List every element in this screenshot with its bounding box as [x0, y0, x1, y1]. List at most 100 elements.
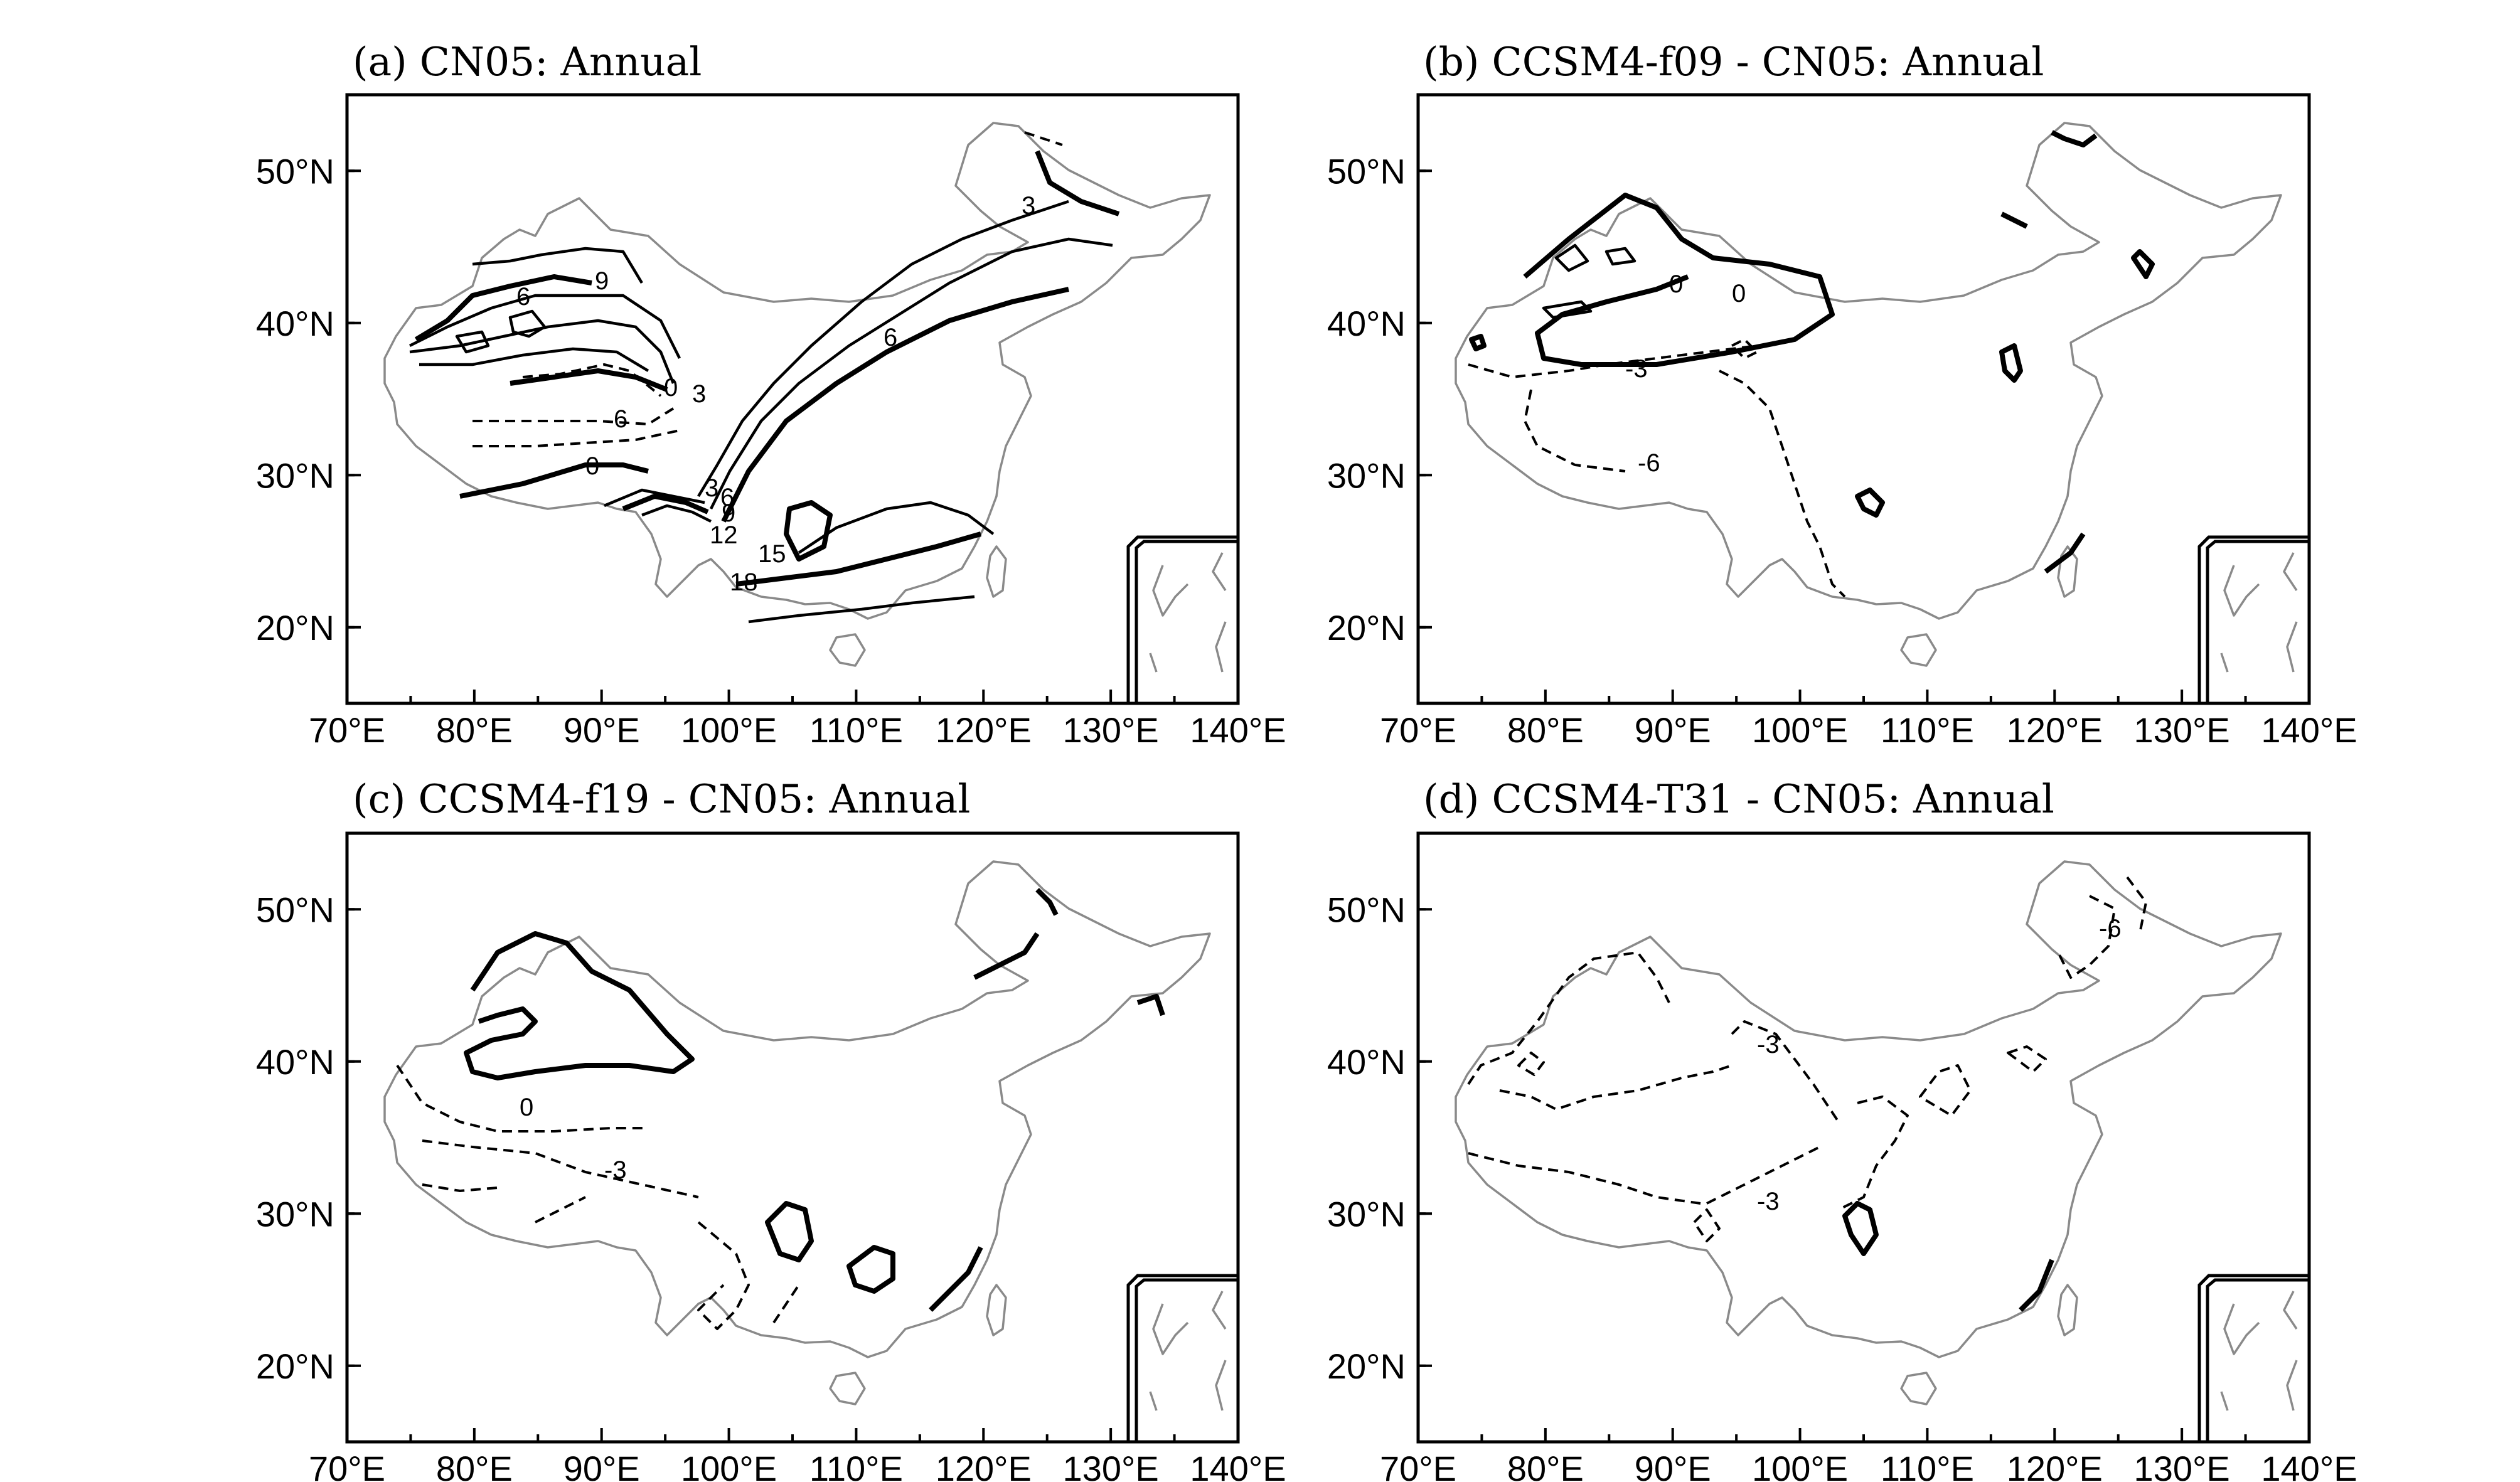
panel-d-axis: 70°E 80°E 90°E 100°E 110°E 120°E 130°E 140°E 20°… [1327, 890, 2357, 1482]
lat-tick-label: 30°N [1327, 456, 1406, 495]
panel-b-contours [1468, 130, 2155, 598]
lon-tick-label: 80°E [1507, 710, 1584, 750]
lat-tick-label: 20°N [1327, 608, 1406, 648]
panel-d-clabel: -3 [1757, 1031, 1780, 1058]
lon-tick-label: 120°E [2007, 710, 2103, 750]
panel-a-clabel: 9 [722, 499, 735, 527]
panel-a-china-border [383, 122, 1211, 620]
lon-tick-label: 70°E [1380, 710, 1456, 750]
panel-c-clabel: 0 [520, 1094, 533, 1121]
lon-tick-label: 130°E [2134, 1449, 2230, 1482]
lon-tick-label: 120°E [936, 710, 1032, 750]
panel-c-axis: 70°E 80°E 90°E 100°E 110°E 120°E 130°E 140°E 20°… [256, 890, 1286, 1482]
lat-tick-label: 30°N [1327, 1194, 1406, 1234]
lon-tick-label: 140°E [1190, 1449, 1286, 1482]
panel-a-clabel: 6 [516, 283, 530, 311]
panel-b-clabel: -6 [1638, 449, 1660, 477]
lon-tick-label: 110°E [1881, 710, 1974, 750]
lat-tick-label: 40°N [1327, 1042, 1406, 1082]
panel-a-clabel: 0 [585, 452, 599, 480]
panel-a: (a) CN05: Annual [345, 39, 1240, 705]
lon-tick-label: 110°E [1881, 1449, 1974, 1482]
panel-a-taiwan [986, 545, 1007, 598]
panel-a-clabel: 15 [758, 540, 786, 568]
lon-tick-label: 130°E [1063, 1449, 1159, 1482]
lat-tick-label: 40°N [1327, 304, 1406, 343]
lon-tick-label: 70°E [1380, 1449, 1456, 1482]
lon-tick-label: 90°E [563, 710, 640, 750]
lon-tick-label: 100°E [681, 710, 777, 750]
lat-tick-label: 50°N [1327, 890, 1406, 929]
lon-tick-label: 70°E [309, 1449, 385, 1482]
panel-a-clabel: 9 [595, 267, 609, 295]
lon-tick-label: 90°E [1635, 1449, 1711, 1482]
panel-a-hainan [829, 633, 866, 667]
panel-a-clabel: 3 [705, 474, 718, 502]
lat-tick-label: 50°N [256, 890, 334, 929]
panel-a-clabel: 3 [692, 380, 706, 408]
panel-d-china-border [1455, 860, 2282, 1358]
panel-d-frame [1416, 831, 2311, 1444]
panel-b-inset-coast [2220, 552, 2298, 673]
lon-tick-label: 100°E [1752, 1449, 1848, 1482]
panel-a-frame [345, 93, 1240, 705]
panel-a-contours [408, 131, 1120, 624]
panel-c-taiwan [986, 1284, 1007, 1336]
panel-b-inset-frame [2199, 537, 2309, 703]
panel-a-clabel: 3 [1022, 192, 1035, 220]
lon-tick-label: 70°E [309, 710, 385, 750]
panel-a-map: 3 6 9 6 0 3 6 0 3 6 9 12 15 18 [345, 93, 1240, 705]
lon-tick-label: 80°E [436, 1449, 513, 1482]
panel-d: (d) CCSM4-T31 - CN05: Annual [1416, 776, 2311, 1444]
lat-tick-label: 50°N [256, 151, 334, 191]
panel-c-contour-labels: 0 -3 [520, 1094, 627, 1184]
panel-a-clabel: 0 [664, 374, 678, 402]
panel-c-clabel: -3 [604, 1156, 627, 1184]
panel-b: (b) CCSM4-f09 - CN05: Annual [1416, 39, 2311, 705]
panel-a-clabel: 6 [720, 484, 734, 511]
panel-a-clabel: 6 [614, 405, 627, 433]
panel-a-clabel: 12 [710, 521, 738, 549]
panel-c-inset-coast [1149, 1290, 1227, 1412]
panel-c-inset-frame [1128, 1276, 1238, 1442]
panel-c-map: 0 -3 [345, 831, 1240, 1444]
lon-tick-label: 80°E [436, 710, 513, 750]
lat-tick-label: 20°N [256, 608, 334, 648]
panel-d-contours [1467, 876, 2147, 1312]
panel-a-inset-frame [1128, 537, 1238, 703]
panel-d-inset-coast [2220, 1290, 2298, 1412]
panel-c-china-border [383, 860, 1211, 1358]
panel-a-inset-coast [1149, 552, 1227, 673]
panel-b-title: (b) CCSM4-f09 - CN05: Annual [1423, 39, 2044, 85]
panel-c-contours [396, 888, 1165, 1330]
panel-b-hainan [1900, 633, 1937, 667]
panel-b-china-border [1455, 122, 2282, 620]
lon-tick-label: 110°E [809, 710, 903, 750]
panel-c-title: (c) CCSM4-f19 - CN05: Annual [353, 776, 970, 822]
lon-tick-label: 140°E [2261, 1449, 2357, 1482]
panel-b-clabel: 0 [1669, 270, 1683, 298]
panel-d-title: (d) CCSM4-T31 - CN05: Annual [1423, 776, 2054, 822]
panel-b-clabel: -3 [1625, 355, 1648, 383]
panel-d-taiwan [2057, 1284, 2078, 1336]
panel-b-axis: 70°E 80°E 90°E 100°E 110°E 120°E 130°E 140°E 20°… [1327, 151, 2357, 750]
lon-tick-label: 130°E [1063, 710, 1159, 750]
axes: 70°E 80°E 90°E 100°E 110°E 120°E 130°E 140°E 20°… [256, 151, 2357, 1482]
lat-tick-label: 30°N [256, 1194, 334, 1234]
lon-tick-label: 110°E [809, 1449, 903, 1482]
lat-tick-label: 20°N [256, 1346, 334, 1386]
panel-b-map: 0 0 -3 -6 [1416, 93, 2311, 705]
lon-tick-label: 90°E [563, 1449, 640, 1482]
panel-d-inset-frame [2199, 1276, 2309, 1442]
lon-tick-label: 80°E [1507, 1449, 1584, 1482]
panel-a-axis: 70°E 80°E 90°E 100°E 110°E 120°E 130°E 140°E 20°… [256, 151, 1286, 750]
panel-d-contour-labels: -6 -3 -3 [1757, 915, 2122, 1215]
lat-tick-label: 30°N [256, 456, 334, 495]
lon-tick-label: 130°E [2134, 710, 2230, 750]
lon-tick-label: 140°E [1190, 710, 1286, 750]
panel-c-hainan [829, 1372, 866, 1405]
lon-tick-label: 100°E [681, 1449, 777, 1482]
panel-a-clabel: 6 [884, 324, 897, 351]
panel-a-title: (a) CN05: Annual [353, 39, 702, 85]
